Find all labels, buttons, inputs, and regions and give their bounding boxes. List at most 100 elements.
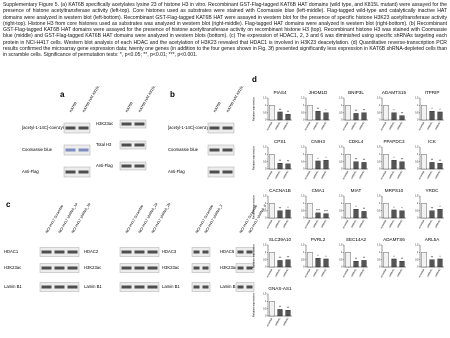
band — [54, 250, 65, 254]
lane-label: KAT6B HAT K815L — [82, 85, 101, 113]
x-tick-label: shRNA1 — [350, 268, 357, 278]
x-tick-label: scramble — [342, 170, 350, 180]
x-tick-label: shRNA2 — [434, 121, 441, 131]
row-label: Lamin B1 — [84, 284, 102, 289]
chart-title: ICK — [428, 139, 437, 144]
significance: ** — [287, 256, 290, 260]
bar — [429, 210, 435, 219]
chart-title: ARL5A — [425, 237, 440, 242]
panel-label: c — [6, 200, 11, 209]
chart-title: ADAMTS15 — [382, 90, 407, 95]
blot-frame — [191, 282, 211, 292]
significance: ** — [401, 158, 404, 162]
band — [134, 250, 145, 254]
y-tick-label: 1 — [303, 251, 305, 254]
bar — [429, 259, 435, 268]
y-tick-label: 1 — [303, 153, 305, 156]
band — [41, 266, 52, 270]
significance: * — [393, 156, 395, 160]
bar — [269, 154, 275, 170]
blot-frame — [235, 247, 255, 257]
y-tick-label: 0.5 — [301, 111, 305, 114]
y-tick-label: 0.5 — [377, 111, 381, 114]
chart-title: CDKL4 — [349, 139, 364, 144]
significance: ** — [287, 306, 290, 310]
y-tick-label: 0.5 — [415, 160, 419, 163]
y-tick-label: 0.5 — [301, 258, 305, 261]
y-tick-label: 1 — [341, 104, 343, 107]
lane-label: KAT6B — [125, 101, 134, 113]
significance: ** — [279, 256, 282, 260]
y-tick-label: 1.5 — [415, 97, 419, 100]
blot-frame — [191, 263, 211, 273]
y-tick-label: 0 — [265, 217, 267, 220]
band — [202, 266, 209, 270]
band — [237, 266, 244, 270]
bar — [383, 105, 389, 121]
bar — [345, 154, 351, 170]
y-tick-label: 1.5 — [339, 97, 343, 100]
lane-label: KAT6B — [69, 101, 78, 113]
y-tick-label: 0 — [303, 168, 305, 171]
band — [193, 266, 200, 270]
bar — [269, 105, 275, 121]
significance: * — [317, 157, 319, 161]
y-tick-label: 1.5 — [301, 97, 305, 100]
band — [78, 170, 89, 174]
significance: ** — [431, 256, 434, 260]
y-tick-label: 1 — [265, 104, 267, 107]
row-label: H3K23ac — [4, 265, 21, 270]
y-tick-label: 0.5 — [339, 111, 343, 114]
x-tick-label: shRNA1 — [350, 121, 357, 131]
bar — [315, 258, 321, 268]
bar — [353, 113, 359, 121]
y-tick-label: 1.5 — [377, 195, 381, 198]
significance: * — [325, 109, 327, 113]
bar — [307, 252, 313, 268]
y-tick-label: 1.5 — [263, 146, 267, 149]
x-tick-label: scramble — [380, 219, 388, 229]
blot-frame — [119, 161, 147, 171]
x-tick-label: shRNA2 — [358, 121, 365, 131]
blot-frame — [207, 122, 235, 134]
x-tick-label: shRNA2 — [282, 121, 289, 131]
x-tick-label: scramble — [380, 121, 388, 131]
band — [121, 266, 132, 270]
band — [147, 250, 158, 254]
x-tick-label: shRNA1 — [274, 219, 281, 229]
blot-frame — [235, 263, 255, 273]
row-label: H3K23ac — [84, 265, 101, 270]
y-tick-label: 1 — [417, 251, 419, 254]
x-tick-label: shRNA2 — [434, 219, 441, 229]
row-label: HDAC2 — [84, 249, 99, 254]
significance: * — [355, 205, 357, 209]
blot-frame — [119, 140, 147, 150]
significance: ** — [355, 257, 358, 261]
x-tick-label: shRNA1 — [312, 121, 319, 131]
significance: ** — [363, 158, 366, 162]
y-tick-label: 0 — [265, 315, 267, 318]
y-tick-label: 0.5 — [339, 209, 343, 212]
significance: ** — [279, 305, 282, 309]
x-tick-label: scramble — [418, 219, 426, 229]
x-tick-label: shRNA2 — [282, 219, 289, 229]
chart-title: YRDC — [425, 188, 439, 193]
y-tick-label: 1 — [341, 202, 343, 205]
bar — [429, 162, 435, 170]
y-tick-label: 1.5 — [415, 146, 419, 149]
bar — [277, 210, 283, 219]
lane-label: KAT6B — [213, 101, 222, 113]
x-tick-label: shRNA2 — [396, 170, 403, 180]
band — [67, 250, 78, 254]
row-label: Lamin B1 — [4, 284, 22, 289]
x-tick-label: scramble — [418, 121, 426, 131]
y-tick-label: 1.5 — [301, 195, 305, 198]
blot-frame — [207, 144, 235, 156]
significance: * — [439, 108, 441, 112]
bar — [269, 301, 275, 317]
significance: ** — [317, 107, 320, 111]
y-tick-label: 1 — [379, 251, 381, 254]
x-tick-label: scramble — [304, 121, 312, 131]
significance: ** — [401, 257, 404, 261]
bar — [277, 260, 283, 268]
